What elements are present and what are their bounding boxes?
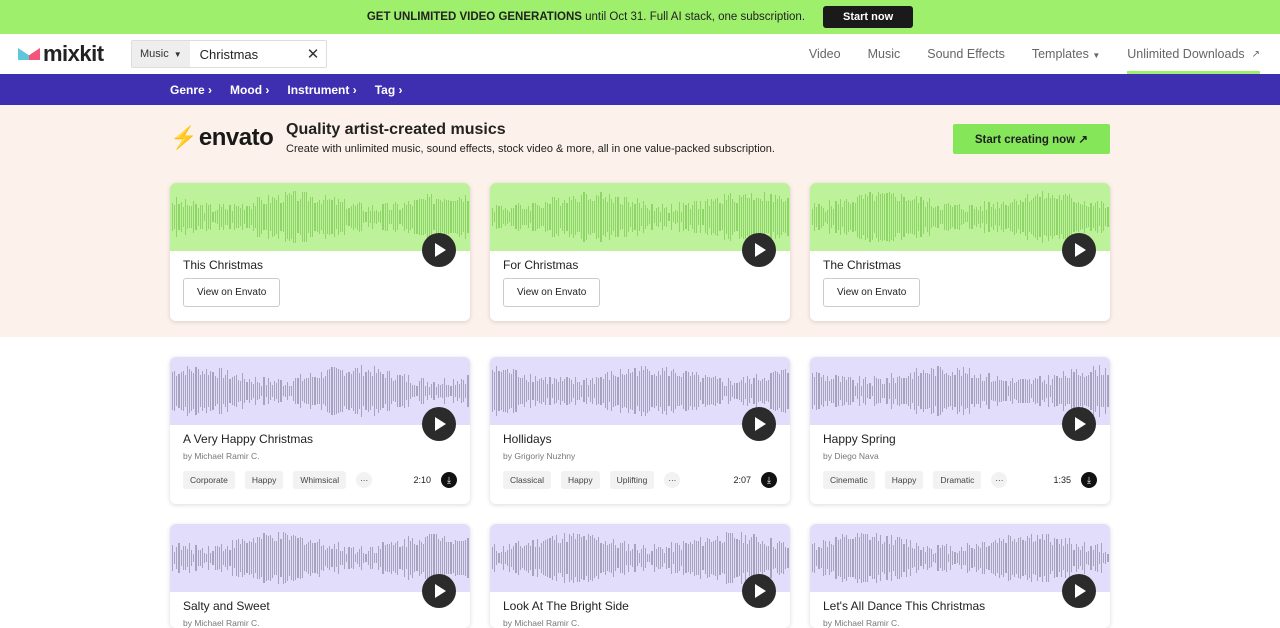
logo-mark-icon [18, 48, 40, 60]
envato-card: This Christmas View on Envato [170, 183, 470, 321]
card-title: This Christmas [183, 258, 264, 272]
play-button[interactable] [422, 407, 456, 441]
play-button[interactable] [742, 233, 776, 267]
track-author[interactable]: by Michael Ramir C. [183, 618, 260, 628]
track-title[interactable]: Let's All Dance This Christmas [823, 599, 986, 613]
track-card: Happy Spring by Diego Nava Cinematic Happy D… [810, 357, 1110, 504]
track-list: A Very Happy Christmas by Michael Ramir C… [0, 337, 1280, 628]
envato-subtitle: Create with unlimited music, sound effec… [286, 143, 775, 155]
play-button[interactable] [1062, 407, 1096, 441]
start-creating-button[interactable]: Start creating now ↗ [952, 124, 1110, 154]
more-tags-icon[interactable]: ··· [991, 472, 1008, 488]
duration: 1:35 [1053, 475, 1071, 485]
tag[interactable]: Whimsical [293, 471, 347, 489]
promo-text: GET UNLIMITED VIDEO GENERATIONS until Oc… [366, 11, 806, 23]
view-on-envato-button[interactable]: View on Envato [183, 278, 281, 307]
waveform[interactable] [490, 357, 790, 425]
search-input[interactable]: Christmas [199, 46, 259, 62]
subnav-instrument[interactable]: Instrument › [287, 82, 357, 97]
envato-leaf-icon: ⚡ [170, 125, 197, 150]
tag[interactable]: Classical [503, 471, 552, 489]
caret-down-icon: ▼ [173, 49, 182, 59]
subnav-tag[interactable]: Tag › [374, 82, 403, 97]
logo-text: mixkit [43, 41, 104, 66]
track-card: Salty and Sweet by Michael Ramir C. [170, 524, 470, 628]
track-card: A Very Happy Christmas by Michael Ramir C… [170, 357, 470, 504]
track-author[interactable]: by Grigoriy Nuzhny [503, 451, 576, 461]
track-card: Hollidays by Grigoriy Nuzhny Classical Happ… [490, 357, 790, 504]
header: mixkit Music ▼ Christmas ✕ Video Music So… [0, 34, 1280, 74]
caret-down-icon: ▼ [1092, 51, 1101, 60]
clear-search-icon[interactable]: ✕ [306, 46, 320, 63]
duration: 2:07 [733, 475, 751, 485]
category-label: Music [140, 48, 169, 60]
category-nav: Genre › Mood › Instrument › Tag › [0, 74, 1280, 105]
nav-video[interactable]: Video [808, 47, 841, 61]
nav-sound-effects[interactable]: Sound Effects [927, 47, 1005, 61]
main-nav: Video Music Sound Effects Templates ▼ Un… [809, 34, 1260, 74]
templates-label: Templates [1031, 47, 1089, 61]
download-icon[interactable]: ⤓ [441, 472, 457, 488]
start-now-button[interactable]: Start now [823, 6, 914, 28]
waveform[interactable] [810, 357, 1110, 425]
search-category-dropdown[interactable]: Music ▼ [132, 41, 190, 67]
waveform[interactable] [170, 183, 470, 251]
play-button[interactable] [1062, 233, 1096, 267]
card-title: For Christmas [503, 258, 579, 272]
mixkit-logo[interactable]: mixkit [18, 41, 131, 67]
track-title[interactable]: A Very Happy Christmas [183, 432, 314, 446]
play-button[interactable] [742, 407, 776, 441]
track-author[interactable]: by Michael Ramir C. [823, 618, 900, 628]
view-on-envato-button[interactable]: View on Envato [823, 278, 921, 307]
track-author[interactable]: by Michael Ramir C. [183, 451, 260, 461]
play-button[interactable] [742, 574, 776, 608]
track-title[interactable]: Salty and Sweet [183, 599, 270, 613]
track-title[interactable]: Look At The Bright Side [503, 599, 629, 613]
more-tags-icon[interactable]: ··· [664, 472, 681, 488]
download-icon[interactable]: ⤓ [761, 472, 777, 488]
waveform[interactable] [170, 524, 470, 592]
envato-title: Quality artist-created musics [286, 121, 506, 138]
nav-unlimited-downloads[interactable]: Unlimited Downloads ↗ [1127, 34, 1260, 74]
tag[interactable]: Corporate [183, 471, 235, 489]
nav-templates[interactable]: Templates ▼ [1032, 47, 1100, 61]
track-card: Let's All Dance This Christmas by Michael… [810, 524, 1110, 628]
tag[interactable]: Happy [884, 471, 924, 489]
waveform[interactable] [810, 183, 1110, 251]
view-on-envato-button[interactable]: View on Envato [503, 278, 601, 307]
track-card: Look At The Bright Side by Michael Ramir … [490, 524, 790, 628]
envato-card: The Christmas View on Envato [810, 183, 1110, 321]
external-link-icon: ↗ [1251, 48, 1260, 60]
more-tags-icon[interactable]: ··· [356, 472, 373, 488]
promo-banner: GET UNLIMITED VIDEO GENERATIONS until Oc… [0, 0, 1280, 34]
play-button[interactable] [422, 574, 456, 608]
card-title: The Christmas [823, 258, 902, 272]
envato-card: For Christmas View on Envato [490, 183, 790, 321]
duration: 2:10 [413, 475, 431, 485]
envato-logo: ⚡ envato [170, 124, 274, 151]
tag[interactable]: Happy [561, 471, 600, 489]
download-icon[interactable]: ⤓ [1081, 472, 1097, 488]
subnav-mood[interactable]: Mood › [230, 82, 270, 97]
track-title[interactable]: Hollidays [503, 432, 552, 446]
nav-music[interactable]: Music [867, 47, 901, 61]
track-author[interactable]: by Diego Nava [823, 451, 879, 461]
track-title[interactable]: Happy Spring [823, 432, 896, 446]
tag[interactable]: Dramatic [933, 471, 982, 489]
tag[interactable]: Cinematic [823, 471, 875, 489]
play-button[interactable] [422, 233, 456, 267]
waveform[interactable] [170, 357, 470, 425]
subnav-genre[interactable]: Genre › [170, 82, 213, 97]
waveform[interactable] [490, 524, 790, 592]
play-button[interactable] [1062, 574, 1096, 608]
search-bar: Music ▼ Christmas ✕ [131, 40, 327, 68]
tag[interactable]: Happy [244, 471, 284, 489]
envato-section: ⚡ envato Quality artist-created musics Cr… [0, 105, 1280, 337]
tag[interactable]: Uplifting [609, 471, 655, 489]
unlimited-label: Unlimited Downloads [1127, 47, 1245, 61]
track-author[interactable]: by Michael Ramir C. [503, 618, 580, 628]
waveform[interactable] [490, 183, 790, 251]
waveform[interactable] [810, 524, 1110, 592]
